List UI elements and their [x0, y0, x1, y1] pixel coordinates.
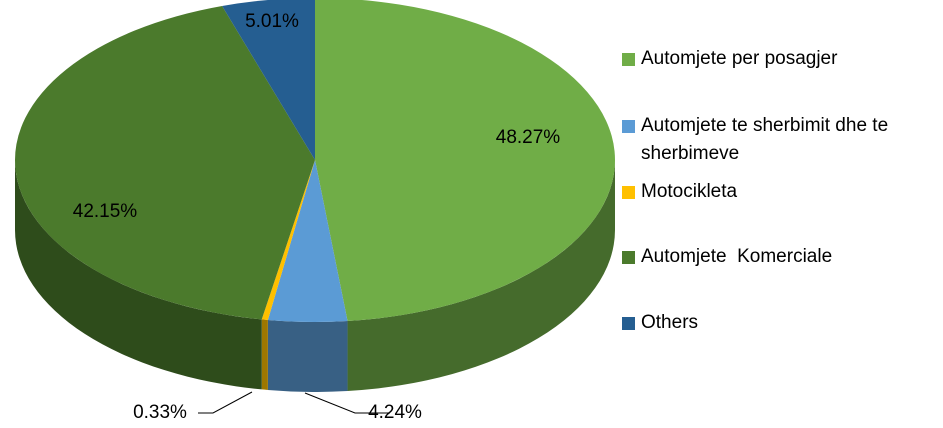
legend-item: Motocikleta	[622, 178, 926, 206]
legend-item: Automjete per posagjer	[622, 45, 926, 73]
legend: Automjete per posagjer Automjete te sherb…	[622, 0, 943, 428]
leader-line	[198, 391, 253, 414]
legend-swatch	[622, 186, 635, 199]
pie-slice	[222, 0, 315, 160]
legend-item: Automjete te sherbimit dhe te sherbimeve	[622, 112, 926, 168]
data-label: 48.27%	[496, 127, 561, 148]
legend-swatch	[622, 120, 635, 133]
data-label: 4.24%	[368, 402, 422, 423]
pie-slice	[267, 160, 348, 322]
legend-swatch	[622, 53, 635, 66]
legend-item: Others	[622, 309, 926, 337]
legend-swatch	[622, 251, 635, 264]
pie-side	[347, 160, 615, 392]
data-label: 5.01%	[245, 11, 299, 32]
data-label: 42.15%	[73, 201, 138, 222]
leader-line	[304, 392, 390, 414]
legend-swatch	[622, 317, 635, 330]
legend-label: Automjete Komerciale	[641, 246, 833, 267]
pie-slice	[261, 160, 315, 320]
pie-slice	[15, 5, 316, 320]
legend-label: Automjete te sherbimit dhe te sherbimeve	[641, 115, 894, 164]
pie-side	[267, 319, 348, 392]
legend-item: Automjete Komerciale	[622, 243, 926, 271]
pie-side	[261, 319, 268, 390]
data-label: 0.33%	[133, 402, 187, 423]
pie-side	[14, 160, 262, 390]
legend-label: Others	[641, 312, 699, 333]
pie-slice	[315, 0, 615, 322]
legend-label: Automjete per posagjer	[641, 48, 838, 69]
legend-label: Motocikleta	[641, 181, 738, 202]
